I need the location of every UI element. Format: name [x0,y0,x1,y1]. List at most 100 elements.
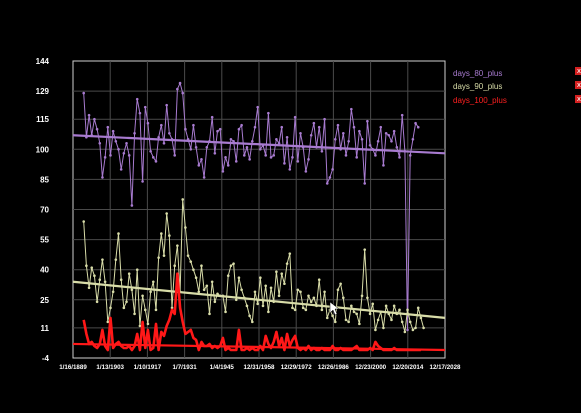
data-point-days_90_plus [109,306,112,310]
data-point-days_90_plus [398,308,401,312]
data-point-days_90_plus [339,282,342,286]
remove-series-100-icon[interactable]: x [575,95,581,103]
data-point-days_90_plus [408,320,412,324]
data-point-days_80_plus [352,125,356,129]
data-point-days_80_plus [221,170,225,173]
data-point-days_90_plus [93,274,96,278]
data-point-days_80_plus [288,168,292,171]
data-point-days_90_plus [312,296,316,300]
data-point-days_80_plus [133,131,136,135]
data-point-days_80_plus [416,125,420,129]
data-point-days_90_plus [355,312,358,316]
y-tick-label: 70 [40,206,49,215]
data-point-days_90_plus [331,314,334,318]
data-point-days_80_plus [390,139,393,143]
data-point-days_80_plus [355,156,358,159]
data-point-days_90_plus [371,302,375,306]
y-tick-label: 85 [40,175,49,184]
data-point-days_90_plus [414,326,417,330]
data-point-days_90_plus [382,326,385,330]
mouse-cursor-icon [329,301,340,316]
data-point-days_90_plus [229,264,233,267]
remove-series-80-icon[interactable]: x [575,67,581,75]
legend-item-days-90-plus[interactable]: days_90_plus [453,82,502,92]
data-point-days_90_plus [344,318,348,322]
data-point-days_80_plus [342,131,345,135]
data-point-days_80_plus [376,139,380,143]
data-point-days_80_plus [299,131,302,135]
data-point-days_90_plus [288,252,292,255]
y-tick-label: 25 [40,296,49,305]
data-point-days_90_plus [333,320,337,324]
data-point-days_80_plus [283,162,286,165]
x-tick-label: 1/4/1945 [210,364,235,371]
data-point-days_90_plus [275,270,278,274]
data-point-days_90_plus [210,280,214,284]
data-point-days_90_plus [283,282,286,286]
data-point-days_80_plus [127,154,131,157]
data-point-days_90_plus [117,232,120,235]
data-point-days_80_plus [317,125,321,129]
data-point-days_90_plus [291,306,294,310]
data-point-days_90_plus [154,308,158,312]
data-point-days_80_plus [296,160,300,163]
data-point-days_90_plus [130,288,134,292]
data-point-days_90_plus [350,304,353,308]
legend-item-days-100-plus[interactable]: days_100_plus [453,96,507,106]
data-point-days_90_plus [256,302,259,306]
data-point-days_90_plus [135,268,139,272]
data-point-days_90_plus [234,298,238,302]
x-tick-label: 1/16/1889 [59,364,87,371]
data-point-days_80_plus [176,87,179,91]
data-point-days_80_plus [275,137,278,141]
data-point-days_90_plus [197,290,201,294]
data-point-days_90_plus [251,320,254,324]
legend-item-days-80-plus[interactable]: days_80_plus [453,69,502,79]
data-point-days_90_plus [277,294,281,298]
trend-line-days_90_plus [72,280,446,319]
trend-line-days_80_plus [72,134,446,155]
data-point-days_90_plus [299,290,302,294]
data-point-days_90_plus [157,256,160,259]
data-point-days_80_plus [117,147,120,151]
data-point-days_80_plus [309,133,313,137]
y-tick-label: 115 [36,115,49,124]
legend-label-days-80-plus: days_80_plus [453,69,503,78]
data-point-days_90_plus [162,254,166,257]
data-point-days_80_plus [363,182,367,185]
data-point-days_90_plus [101,258,104,261]
x-tick-label: 12/20/2014 [392,364,424,371]
data-point-days_90_plus [374,328,377,332]
data-point-days_80_plus [218,127,222,131]
data-point-days_80_plus [122,152,126,155]
data-point-days_80_plus [280,125,284,129]
legend-label-days-90-plus: days_90_plus [453,82,503,91]
data-point-days_80_plus [406,328,409,332]
data-point-days_80_plus [245,145,249,149]
data-point-days_80_plus [87,113,91,117]
data-point-days_80_plus [165,103,168,107]
data-point-days_80_plus [277,141,281,145]
data-point-days_90_plus [106,320,110,324]
data-point-days_80_plus [154,160,158,163]
data-point-days_90_plus [200,264,203,267]
data-point-days_90_plus [261,304,265,308]
data-point-days_80_plus [312,121,316,125]
data-point-days_80_plus [240,123,243,127]
data-point-days_80_plus [106,125,110,129]
data-point-days_90_plus [98,278,102,282]
data-point-days_80_plus [293,115,297,119]
data-point-days_80_plus [307,158,310,161]
remove-series-90-icon[interactable]: x [575,81,581,89]
data-point-days_90_plus [309,300,313,304]
data-point-days_80_plus [374,154,377,157]
data-point-days_80_plus [379,125,383,129]
data-point-days_80_plus [234,160,238,163]
data-point-days_90_plus [127,272,131,276]
data-point-days_90_plus [411,328,415,332]
data-point-days_90_plus [138,324,142,328]
data-point-days_90_plus [133,312,136,316]
data-point-days_80_plus [181,91,185,95]
data-point-days_80_plus [226,164,230,167]
